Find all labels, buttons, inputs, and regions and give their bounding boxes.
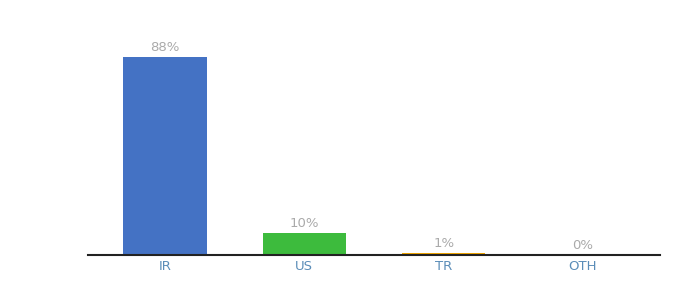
Bar xyxy=(402,253,486,255)
Bar xyxy=(262,232,346,255)
Bar xyxy=(123,57,207,255)
Text: 1%: 1% xyxy=(433,237,454,250)
Text: 88%: 88% xyxy=(150,41,180,54)
Text: 10%: 10% xyxy=(290,217,319,230)
Text: 0%: 0% xyxy=(573,239,594,252)
